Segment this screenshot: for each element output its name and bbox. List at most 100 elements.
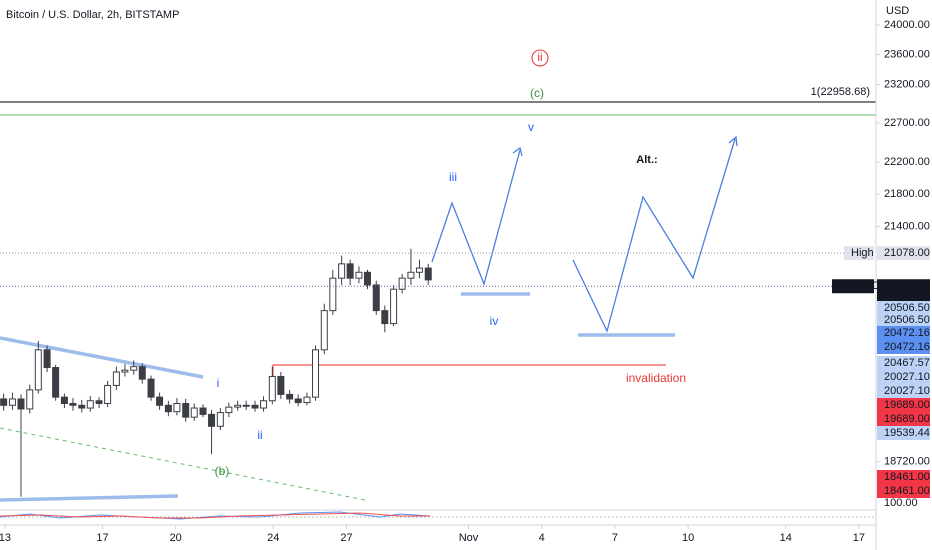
x-tick-label: Nov <box>459 532 479 544</box>
price-label-bg <box>877 340 930 354</box>
candle-body <box>156 396 164 406</box>
candle-body <box>381 310 389 325</box>
price-label: 20472.16 <box>884 327 930 339</box>
price-label-bg <box>877 384 930 398</box>
x-tick-label: 20 <box>170 532 182 544</box>
x-tick-label: 10 <box>682 532 694 544</box>
candle-body <box>407 271 415 279</box>
price-label-bg <box>877 301 930 315</box>
candle-body <box>372 284 380 312</box>
indicator-line <box>0 512 430 519</box>
high-value-bg <box>877 246 930 261</box>
price-label-bg <box>877 326 930 340</box>
y-tick-label: 22700.00 <box>884 117 930 129</box>
price-label: 20506.50 <box>884 302 930 314</box>
price-label-bg <box>877 356 930 370</box>
chart-title: Bitcoin / U.S. Dollar, 2h, BITSTAMP <box>6 9 179 21</box>
candle-body <box>0 398 8 406</box>
trend-line <box>0 427 366 501</box>
high-tag <box>844 246 874 261</box>
price-label: 20467.57 <box>884 357 930 369</box>
annotation: iii <box>449 170 457 184</box>
x-tick-label: 14 <box>780 532 792 544</box>
candle-body <box>424 267 432 281</box>
candle-body <box>312 349 320 398</box>
candle-body <box>138 366 146 380</box>
candle-body <box>78 404 86 409</box>
annotation: ii <box>537 50 542 64</box>
candle-body <box>199 407 207 415</box>
x-tick-label: 4 <box>539 532 545 544</box>
candle-body <box>294 398 302 404</box>
price-label: 19539.44 <box>884 427 930 439</box>
y-tick-label: 21800.00 <box>884 188 930 200</box>
candle-body <box>26 389 34 410</box>
annotation: iv <box>490 314 499 328</box>
candle-body <box>225 406 233 414</box>
price-label: 19689.00 <box>884 413 930 425</box>
candle-body <box>60 396 68 404</box>
candle-body <box>121 369 129 373</box>
candle-body <box>398 277 406 290</box>
annotation: ii <box>257 428 262 442</box>
candle-body <box>390 288 398 325</box>
high-value: 21078.00 <box>884 247 930 259</box>
candle-body <box>338 263 346 279</box>
candle-body <box>242 404 250 407</box>
candle-body <box>164 404 172 413</box>
annotation: Alt.: <box>636 154 657 166</box>
price-label-bg <box>877 426 930 440</box>
candle-body <box>320 310 328 351</box>
candle-body <box>34 349 42 391</box>
x-tick-label: 17 <box>853 532 865 544</box>
candle-body <box>104 384 112 404</box>
price-label: 20472.16 <box>884 341 930 353</box>
y-tick-label: 22200.00 <box>884 156 930 168</box>
price-label: 19689.00 <box>884 399 930 411</box>
candle-body <box>277 375 285 395</box>
y-tick-label: 23200.00 <box>884 78 930 90</box>
x-tick-label: 17 <box>96 532 108 544</box>
candle-body <box>190 407 198 418</box>
candle-body <box>147 378 155 398</box>
price-label: 20506.50 <box>884 314 930 326</box>
high-name: High <box>851 247 874 259</box>
price-label: 20027.10 <box>884 371 930 383</box>
last-name: BTCUSD <box>835 280 880 292</box>
price-label: 18461.00 <box>884 485 930 497</box>
y-tick-label: 23600.00 <box>884 48 930 60</box>
candle-body <box>363 271 371 286</box>
candle-body <box>355 271 363 279</box>
last-value: 20685.00 <box>884 280 930 292</box>
annotation: invalidation <box>626 371 686 385</box>
y-tick-label: 21400.00 <box>884 220 930 232</box>
y-tick-label: 24000.00 <box>884 19 930 31</box>
wedge-line <box>0 336 204 379</box>
invalidation-line <box>272 364 666 380</box>
price-label-bg <box>877 412 930 426</box>
candle-body <box>346 263 354 279</box>
candle-body <box>112 371 120 386</box>
indicator-tick-label: 100.00 <box>884 497 918 509</box>
price-label: 18461.00 <box>884 471 930 483</box>
arrow-head <box>728 135 738 147</box>
annotation: 1(22958.68) <box>811 86 870 98</box>
indicator-line <box>0 511 431 520</box>
candle-body <box>95 400 103 404</box>
candle-body <box>43 349 51 369</box>
price-label: 20027.10 <box>884 385 930 397</box>
price-label-bg <box>877 484 930 498</box>
candle-body <box>182 402 190 418</box>
candle-body <box>268 375 276 402</box>
candle-body <box>234 404 242 408</box>
annotation: (b) <box>215 464 230 478</box>
x-tick-label: 7 <box>612 532 618 544</box>
candle-body <box>329 277 337 312</box>
price-label-bg <box>877 470 930 484</box>
candle-body <box>130 366 138 371</box>
candle-body <box>260 400 268 409</box>
projection <box>431 149 521 287</box>
candle-body <box>251 404 259 409</box>
